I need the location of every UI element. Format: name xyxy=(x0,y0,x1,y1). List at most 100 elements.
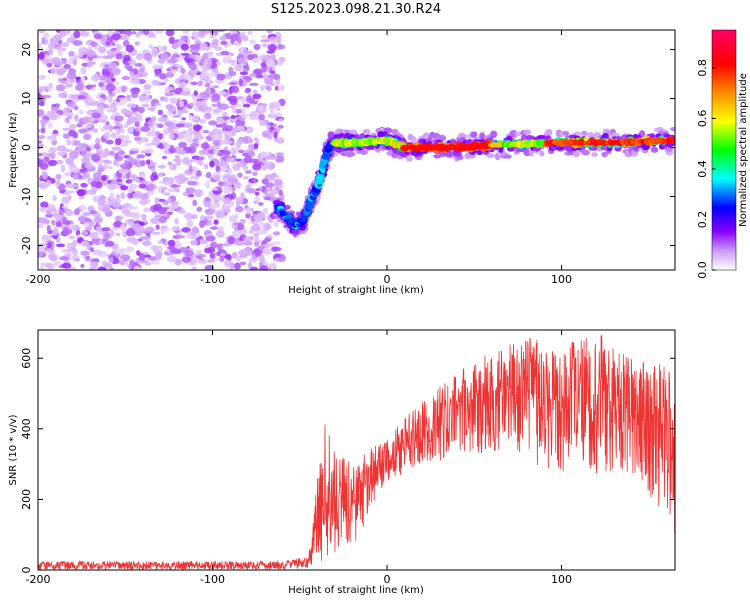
heatmap-cell xyxy=(38,42,42,49)
heatmap-cell xyxy=(139,221,146,227)
heatmap-cell xyxy=(277,124,284,129)
heatmap-cell xyxy=(118,135,128,140)
heatmap-cell xyxy=(46,83,54,91)
heatmap-cell xyxy=(198,239,208,245)
heatmap-cell xyxy=(139,256,146,261)
heatmap-cell xyxy=(168,132,175,140)
heatmap-cell xyxy=(187,180,197,186)
heatmap-cell xyxy=(135,178,141,184)
heatmap-cell xyxy=(195,55,202,64)
heatmap-cell xyxy=(38,30,45,34)
heatmap-cell xyxy=(119,139,128,147)
heatmap-cell xyxy=(125,179,133,184)
heatmap-cell xyxy=(180,43,189,51)
heatmap-cell xyxy=(276,137,285,144)
heatmap-cell xyxy=(60,164,66,173)
heatmap-cell xyxy=(136,192,141,198)
heatmap-cell xyxy=(135,114,143,123)
heatmap-cell xyxy=(175,235,186,239)
heatmap-cell xyxy=(119,248,126,253)
heatmap-cell xyxy=(49,177,56,184)
snr-xlabel: Height of straight line (km) xyxy=(288,585,424,596)
spectrogram-frame xyxy=(37,29,676,271)
heatmap-cell xyxy=(100,153,108,159)
heatmap-cell xyxy=(206,221,213,226)
heatmap-cell xyxy=(244,155,252,164)
heatmap-cell xyxy=(85,123,92,129)
heatmap-cell xyxy=(47,49,53,54)
heatmap-cell xyxy=(275,112,283,118)
heatmap-cell xyxy=(230,33,239,42)
heatmap-cell xyxy=(62,148,73,153)
heatmap-cell xyxy=(72,174,79,180)
heatmap-cell xyxy=(262,207,269,215)
heatmap-cell xyxy=(204,196,211,203)
heatmap-cell xyxy=(471,131,478,138)
heatmap-cell xyxy=(226,157,231,162)
heatmap-cell xyxy=(143,227,152,233)
heatmap-cell xyxy=(194,37,199,42)
heatmap-cell xyxy=(101,227,112,232)
spectrogram-ytick-label: 10 xyxy=(20,92,33,106)
heatmap-cell xyxy=(235,196,244,201)
heatmap-cell xyxy=(133,75,139,81)
heatmap-cell xyxy=(261,248,272,255)
heatmap-cell xyxy=(168,204,176,213)
heatmap-cell xyxy=(97,118,107,123)
heatmap-cell xyxy=(200,142,210,150)
heatmap-cell xyxy=(46,110,54,119)
heatmap-cell xyxy=(265,59,275,68)
heatmap-cell xyxy=(91,112,102,119)
heatmap-cell xyxy=(236,223,245,231)
heatmap-cell xyxy=(148,44,153,49)
heatmap-cell xyxy=(43,32,50,39)
heatmap-cell xyxy=(268,36,279,42)
heatmap-cell xyxy=(89,247,94,253)
heatmap-cell xyxy=(118,97,129,101)
heatmap-cell xyxy=(227,59,238,64)
heatmap-cell xyxy=(204,264,215,270)
heatmap-cell xyxy=(252,179,257,183)
heatmap-cell xyxy=(271,241,281,245)
heatmap-cell xyxy=(231,128,237,137)
heatmap-cell xyxy=(132,192,137,199)
heatmap-cell xyxy=(218,139,229,145)
heatmap-cell xyxy=(523,129,531,136)
heatmap-cell xyxy=(138,94,146,103)
heatmap-cell xyxy=(51,103,58,108)
spectrogram-xtick-label: 100 xyxy=(551,273,572,286)
heatmap-cell xyxy=(160,186,168,191)
heatmap-cell xyxy=(133,136,142,141)
heatmap-cell xyxy=(68,223,74,230)
heatmap-cell xyxy=(56,68,65,76)
heatmap-cell xyxy=(249,266,258,270)
heatmap-cell xyxy=(147,183,155,191)
heatmap-cell xyxy=(178,208,186,214)
heatmap-cell xyxy=(121,86,127,93)
heatmap-cell xyxy=(269,197,278,201)
heatmap-cell xyxy=(144,142,154,147)
heatmap-cell xyxy=(213,175,220,180)
heatmap-cell xyxy=(77,81,84,88)
heatmap-cell xyxy=(194,189,204,197)
heatmap-cell xyxy=(112,202,122,209)
heatmap-cell xyxy=(249,73,258,78)
heatmap-cell xyxy=(115,194,121,199)
snr-xtick-label: -200 xyxy=(26,573,51,586)
heatmap-cell xyxy=(69,152,78,160)
heatmap-cell xyxy=(38,182,48,189)
heatmap-cell xyxy=(142,240,151,247)
heatmap-cell xyxy=(219,252,226,257)
heatmap-cell xyxy=(479,132,486,141)
heatmap-cell xyxy=(562,130,570,136)
heatmap-cell xyxy=(45,248,53,253)
heatmap-cell xyxy=(146,190,155,195)
heatmap-cell xyxy=(179,81,187,88)
heatmap-cell xyxy=(103,132,111,140)
heatmap-cell xyxy=(98,82,104,87)
heatmap-cell xyxy=(66,102,74,108)
heatmap-cell xyxy=(52,194,57,202)
heatmap-cell xyxy=(144,262,152,266)
heatmap-cell xyxy=(42,171,49,180)
spectrogram-ytick-label: 20 xyxy=(20,43,33,57)
